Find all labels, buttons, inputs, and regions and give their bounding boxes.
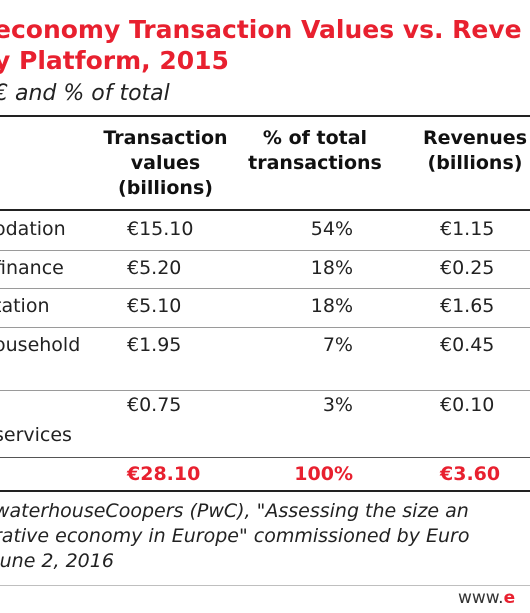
table-bottom-rule [0,490,530,492]
revenue-cell: €0.10 [440,394,495,416]
row-label: finance [0,257,64,279]
transaction-value-cell: €0.75 [127,394,182,416]
total-revenue: €3.60 [440,463,501,485]
header-top-rule [0,115,530,117]
brand-accent: e [503,588,516,608]
percent-cell: 18% [310,295,353,317]
chart-subtitle: € and % of total [0,81,170,106]
column-header-revenues: Revenues (billions) [422,127,528,174]
revenue-cell: €0.45 [440,334,495,356]
revenue-cell: €1.65 [440,295,495,317]
transaction-value-cell: €5.10 [127,295,182,317]
total-percent: 100% [294,463,353,485]
chart-title: economy Transaction Values vs. Reve y Pl… [0,15,522,75]
column-header-percent-of-total: % of total transactions [248,127,382,174]
source-note: waterhouseCoopers (PwC), "Assessing the … [0,500,470,572]
footer-divider [0,585,530,586]
percent-cell: 18% [310,257,353,279]
row-divider [0,288,530,289]
percent-cell: 54% [310,218,353,240]
revenue-cell: €1.15 [440,218,495,240]
column-header-transaction-values: Transaction values (billions) [103,127,228,199]
total-divider [0,457,530,458]
brand-logo: www.e [458,588,515,608]
row-divider [0,327,530,328]
row-label: services [0,424,72,446]
percent-cell: 3% [322,394,353,416]
row-divider [0,250,530,251]
row-label: odation [0,218,66,240]
row-label: tation [0,295,50,317]
revenue-cell: €0.25 [440,257,495,279]
percent-cell: 7% [322,334,353,356]
header-bottom-rule [0,209,530,211]
transaction-value-cell: €1.95 [127,334,182,356]
brand-prefix: www. [458,588,504,608]
row-label: ousehold [0,334,81,356]
transaction-value-cell: €5.20 [127,257,182,279]
total-transaction-value: €28.10 [127,463,201,485]
transaction-value-cell: €15.10 [127,218,194,240]
row-divider [0,390,530,391]
